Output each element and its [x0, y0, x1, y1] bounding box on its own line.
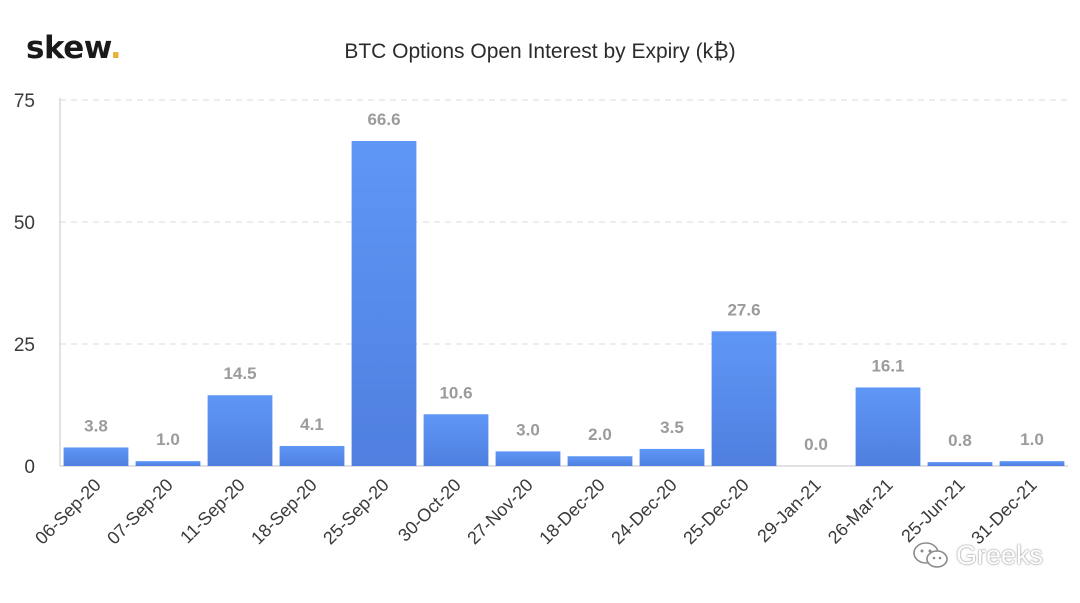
x-tick-label: 27-Nov-20 — [463, 475, 537, 549]
watermark: Greeks — [912, 540, 1043, 571]
data-label: 16.1 — [871, 356, 904, 375]
logo-text: skew — [26, 30, 110, 66]
x-tick-label: 07-Sep-20 — [103, 475, 177, 549]
watermark-text: Greeks — [956, 540, 1044, 570]
data-label: 1.0 — [156, 430, 180, 449]
x-tick-label: 31-Dec-21 — [967, 475, 1041, 549]
x-tick-label: 25-Dec-20 — [679, 475, 753, 549]
data-label: 66.6 — [367, 110, 400, 129]
bar — [279, 445, 345, 466]
x-tick-label: 18-Dec-20 — [535, 475, 609, 549]
data-label: 4.1 — [300, 415, 324, 434]
data-label: 14.5 — [223, 364, 256, 383]
y-tick-label: 25 — [14, 335, 35, 356]
x-tick-label: 06-Sep-20 — [31, 475, 105, 549]
x-tick-label: 24-Dec-20 — [607, 475, 681, 549]
data-label: 10.6 — [439, 383, 472, 402]
data-label: 1.0 — [1020, 430, 1044, 449]
bar — [423, 414, 489, 466]
y-tick-labels: 0 25 50 75 — [14, 91, 35, 478]
data-label: 2.0 — [588, 425, 612, 444]
skew-logo: skew. — [26, 30, 122, 66]
x-tick-label: 25-Jun-21 — [897, 475, 968, 546]
bar — [63, 447, 129, 466]
bar — [999, 461, 1065, 466]
bar — [567, 456, 633, 466]
grid-lines — [60, 99, 1068, 345]
data-label: 3.5 — [660, 418, 684, 437]
data-label: 27.6 — [727, 300, 760, 319]
data-label: 0.0 — [804, 435, 828, 454]
bar — [927, 462, 993, 466]
data-label: 0.8 — [948, 431, 972, 450]
y-tick-label: 75 — [14, 91, 35, 112]
wechat-icon — [913, 541, 948, 568]
bars — [63, 140, 1065, 466]
bar — [855, 387, 921, 466]
bar — [135, 461, 201, 466]
bar — [711, 331, 777, 466]
x-tick-label: 29-Jan-21 — [753, 475, 824, 546]
x-tick-label: 11-Sep-20 — [176, 475, 249, 548]
bar — [639, 448, 705, 466]
x-tick-label: 18-Sep-20 — [247, 475, 321, 549]
y-tick-label: 50 — [14, 213, 35, 234]
bar — [495, 451, 561, 466]
y-tick-label: 0 — [24, 457, 35, 478]
x-tick-label: 26-Mar-21 — [824, 475, 897, 548]
logo-dot: . — [109, 30, 122, 66]
data-label: 3.8 — [84, 416, 108, 435]
chart-title: BTC Options Open Interest by Expiry (k₿) — [344, 40, 736, 63]
x-tick-label: 25-Sep-20 — [319, 475, 393, 549]
x-tick-label: 30-Oct-20 — [394, 475, 465, 546]
data-labels: 3.8 1.0 14.5 4.1 66.6 10.6 3.0 2.0 3.5 27.6 0.0 16.… — [84, 110, 1044, 454]
bar — [351, 140, 417, 466]
data-label: 3.0 — [516, 420, 540, 439]
bar — [207, 395, 273, 466]
